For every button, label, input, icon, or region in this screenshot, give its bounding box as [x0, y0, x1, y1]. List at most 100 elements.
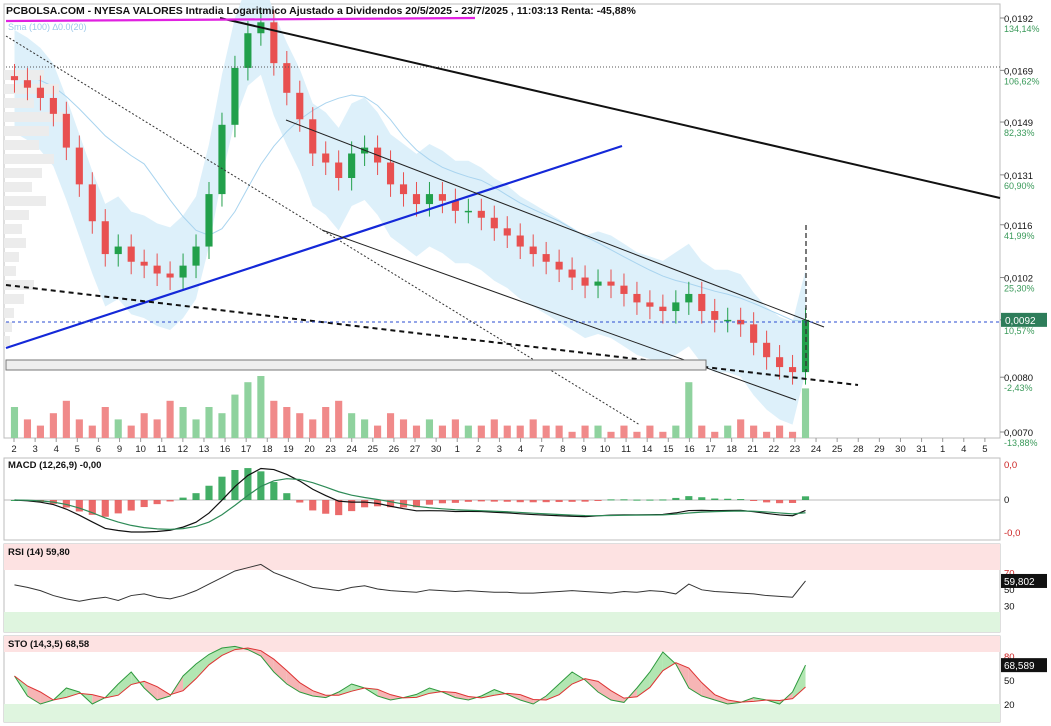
- macd-histogram-bar: [607, 499, 615, 501]
- sto-fill: [377, 689, 391, 700]
- macd-histogram-bar: [88, 500, 96, 515]
- macd-histogram-bar: [801, 496, 810, 500]
- macd-histogram-bar: [153, 500, 161, 505]
- sto-fill: [559, 672, 573, 695]
- profile-bar: [4, 182, 32, 192]
- volume-bar: [763, 431, 771, 438]
- candle: [192, 246, 200, 266]
- macd-tick-label: -0,0: [1004, 528, 1020, 539]
- pct-tick-label: 60,90%: [1004, 181, 1035, 191]
- date-tick-label: 22: [769, 444, 780, 455]
- support-line-blue: [5, 144, 623, 350]
- sto-fill: [611, 690, 624, 703]
- volume-bar: [750, 425, 758, 438]
- macd-histogram-bar: [283, 493, 291, 500]
- price-tick-label: 0,0070: [1004, 428, 1033, 439]
- sto-fill: [144, 681, 158, 700]
- candle: [776, 357, 784, 368]
- volume-bar: [711, 431, 719, 438]
- date-tick-label: 1: [455, 444, 460, 455]
- volume-bar: [348, 413, 356, 438]
- candle: [296, 92, 304, 120]
- macd-histogram-bar: [270, 482, 278, 500]
- last-price-badge: [1001, 312, 1047, 327]
- candle: [581, 277, 589, 286]
- support-box: [5, 359, 707, 371]
- candle: [399, 184, 408, 195]
- date-tick-label: 7: [539, 444, 544, 455]
- sto-last-badge: [1001, 658, 1047, 673]
- candle: [438, 194, 446, 201]
- volume-bar: [205, 407, 213, 438]
- pct-tick-label: 10,57%: [1004, 326, 1035, 336]
- volume-bar: [374, 425, 382, 438]
- last-price-label: 0,0092: [1005, 316, 1036, 327]
- volume-bar: [607, 431, 615, 438]
- volume-bar: [425, 419, 434, 438]
- macd-histogram-bar: [763, 500, 771, 503]
- macd-line: [14, 467, 806, 533]
- macd-panel: [3, 457, 1001, 541]
- volume-bar: [788, 431, 797, 438]
- date-tick-label: 23: [790, 444, 801, 455]
- volume-bar: [101, 407, 109, 438]
- sto-fill: [520, 694, 534, 704]
- volume-bar: [335, 400, 343, 438]
- volume-bar: [685, 382, 693, 438]
- macd-histogram-bar: [361, 500, 369, 508]
- candle: [633, 293, 641, 303]
- sto-fill: [351, 684, 365, 692]
- rsi-last-label: 59,802: [1004, 577, 1035, 588]
- volume-bar: [399, 419, 408, 438]
- date-tick-label: 18: [262, 444, 273, 455]
- price-tick-label: 0,0192: [1004, 14, 1033, 25]
- volume-bar: [23, 419, 32, 438]
- band-area: [14, 0, 806, 425]
- macd-histogram-bar: [140, 500, 148, 508]
- date-tick-label: 8: [560, 444, 565, 455]
- macd-histogram-bar: [711, 498, 719, 500]
- macd-histogram-bar: [529, 500, 537, 503]
- price-tick-label: 0,0149: [1004, 118, 1033, 129]
- volume-bar: [659, 431, 667, 438]
- volume-bar: [646, 425, 654, 438]
- macd-histogram-bar: [490, 500, 498, 502]
- profile-bar: [4, 336, 10, 346]
- sto-fill: [688, 668, 702, 696]
- candle: [75, 147, 83, 185]
- sto-overbought-zone: [4, 636, 1000, 652]
- candle: [594, 281, 602, 286]
- date-tick-label: 9: [581, 444, 586, 455]
- candle: [49, 97, 57, 114]
- macd-histogram-bar: [335, 500, 343, 516]
- profile-bar: [4, 266, 16, 276]
- resistance-line: [219, 17, 1001, 199]
- date-tick-label: 16: [220, 444, 231, 455]
- candle: [711, 311, 719, 320]
- macd-histogram-bar: [127, 500, 135, 511]
- rsi-line: [14, 563, 806, 602]
- volume-bar: [672, 425, 680, 438]
- macd-histogram-bar: [620, 499, 628, 501]
- date-tick-label: 29: [874, 444, 885, 455]
- candle: [542, 254, 550, 262]
- date-tick-label: 27: [410, 444, 421, 455]
- volume-bar: [542, 425, 550, 438]
- date-tick-label: 21: [747, 444, 758, 455]
- profile-bar: [4, 322, 12, 332]
- pct-tick-label: 25,30%: [1004, 284, 1035, 294]
- price-tick-label: 0,0131: [1004, 171, 1033, 182]
- pct-tick-label: 82,33%: [1004, 128, 1035, 138]
- sto-fill: [92, 694, 106, 704]
- date-tick-label: 25: [832, 444, 843, 455]
- date-tick-label: 23: [325, 444, 336, 455]
- volume-bar: [114, 419, 122, 438]
- macd-histogram-bar: [503, 500, 511, 502]
- sto-fill: [183, 664, 197, 691]
- date-tick-label: 17: [241, 444, 252, 455]
- trend-lines: [5, 16, 1001, 426]
- profile-bar: [4, 126, 49, 136]
- date-tick-label: 10: [600, 444, 611, 455]
